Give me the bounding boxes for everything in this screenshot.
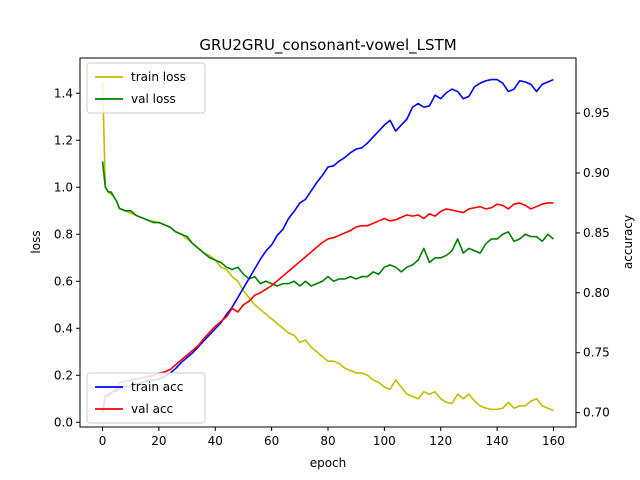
x-tick-label: 80 (320, 434, 335, 448)
x-tick-label: 20 (151, 434, 166, 448)
y-axis-right: 0.70 0.75 0.80 0.85 0.90 0.95 (576, 106, 610, 420)
x-tick-label: 100 (373, 434, 396, 448)
series-train-loss-line (101, 81, 554, 412)
y-right-tick-label: 0.75 (583, 346, 610, 360)
x-tick-label: 60 (264, 434, 279, 448)
y-left-tick-label: 0.2 (54, 368, 73, 382)
y-right-tick-label: 0.95 (583, 106, 610, 120)
y-right-tick-label: 0.70 (583, 406, 610, 420)
y-left-tick-label: 0.6 (54, 274, 73, 288)
legend-box (86, 372, 206, 424)
legend-loss: train loss val loss (86, 62, 206, 114)
legend-label: val loss (131, 92, 176, 106)
legend-label: train loss (131, 70, 186, 84)
legend-label: val acc (131, 402, 173, 416)
series-train-acc-line (101, 78, 554, 413)
y-axis-right-label: accuracy (621, 215, 635, 269)
x-tick-label: 140 (486, 434, 509, 448)
y-left-tick-label: 1.0 (54, 180, 73, 194)
x-tick-label: 0 (99, 434, 107, 448)
y-left-tick-label: 0.8 (54, 227, 73, 241)
plot-area (101, 78, 554, 413)
x-axis: 0 20 40 60 80 100 120 140 160 (99, 427, 565, 448)
y-right-tick-label: 0.90 (583, 166, 610, 180)
series-val-loss-line (101, 161, 554, 287)
y-axis-left-label: loss (29, 230, 43, 253)
x-axis-label: epoch (310, 456, 347, 470)
x-tick-label: 120 (429, 434, 452, 448)
series-val-acc-line (101, 202, 554, 413)
x-tick-label: 40 (208, 434, 223, 448)
y-right-tick-label: 0.85 (583, 226, 610, 240)
x-tick-label: 160 (542, 434, 565, 448)
y-axis-left: 0.0 0.2 0.4 0.6 0.8 1.0 1.2 1.4 (54, 86, 80, 429)
y-right-tick-label: 0.80 (583, 286, 610, 300)
legend-accuracy: train acc val acc (86, 372, 206, 424)
y-left-tick-label: 0.4 (54, 321, 73, 335)
legend-box (86, 62, 206, 114)
y-left-tick-label: 0.0 (54, 415, 73, 429)
y-left-tick-label: 1.2 (54, 133, 73, 147)
legend-label: train acc (131, 380, 183, 394)
y-left-tick-label: 1.4 (54, 86, 73, 100)
chart-title: GRU2GRU_consonant-vowel_LSTM (199, 36, 456, 55)
